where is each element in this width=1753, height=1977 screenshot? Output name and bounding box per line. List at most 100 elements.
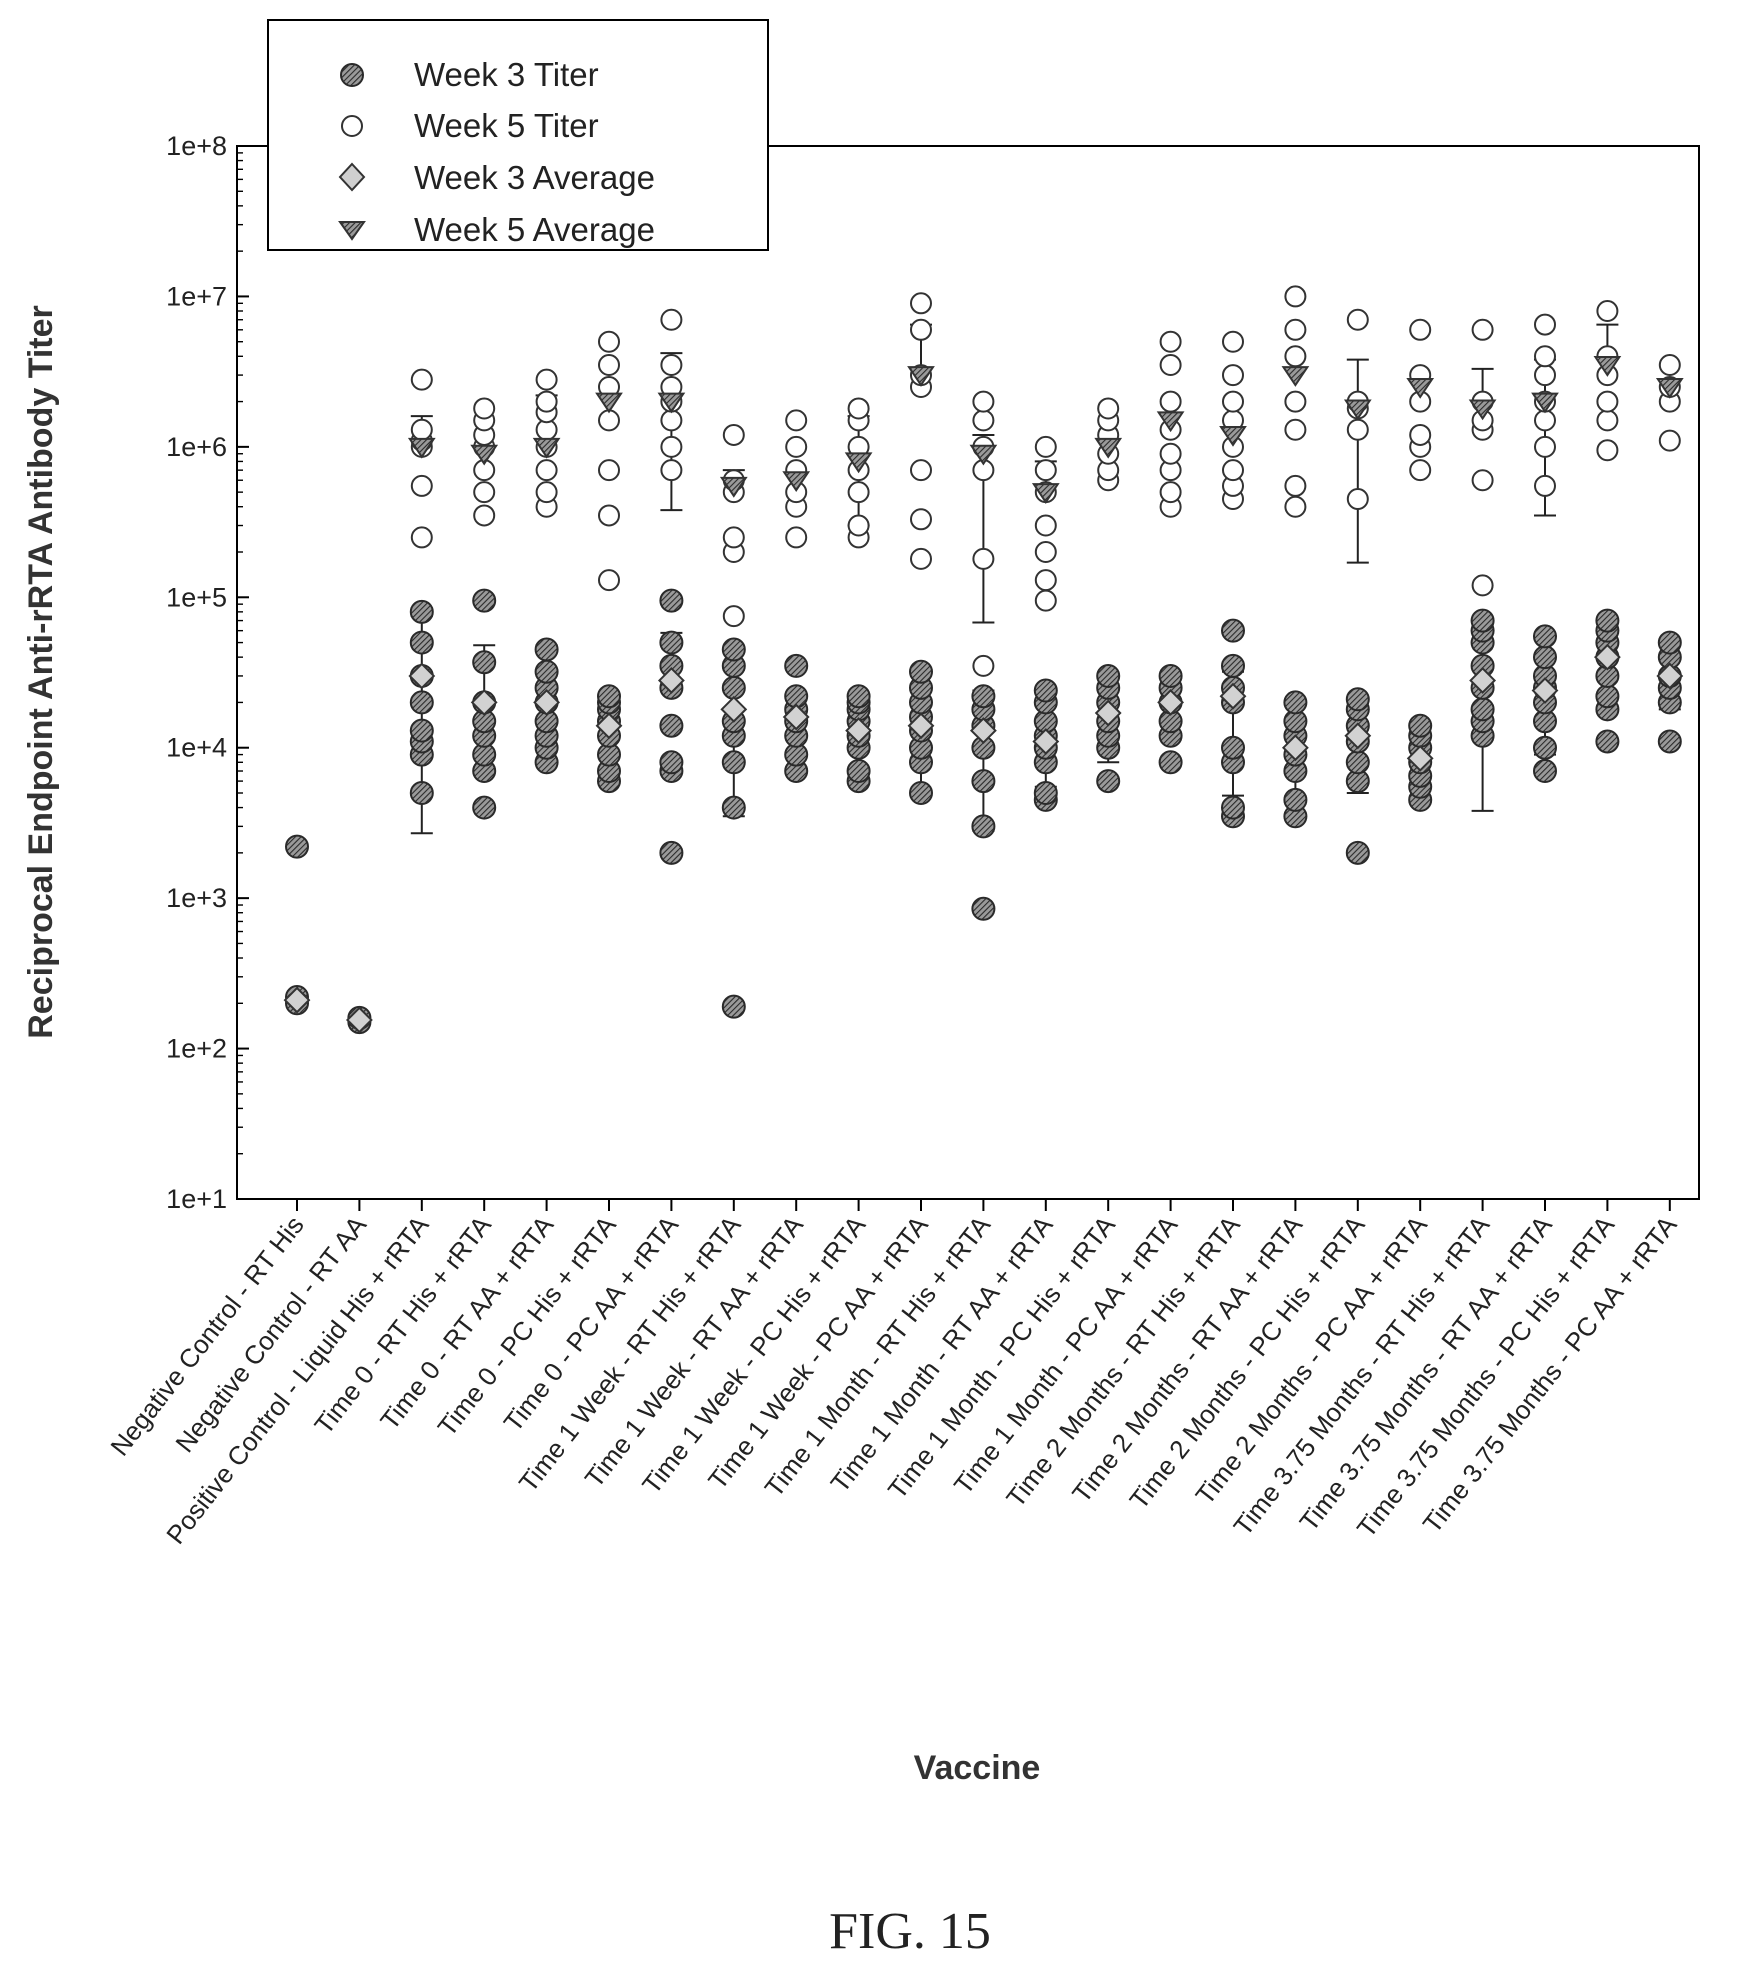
week5-average-point <box>1094 437 1123 459</box>
week5-titer-point <box>847 514 870 537</box>
week5-average-point <box>1593 356 1622 377</box>
week5-titer-point <box>598 354 620 377</box>
week3-titer-point <box>909 659 933 684</box>
week3-titer-point <box>1533 759 1557 784</box>
week5-titer-point <box>1034 435 1057 458</box>
week5-average-point <box>595 392 623 414</box>
legend-week5-average-marker <box>338 221 366 241</box>
week5-titer-point <box>1534 364 1556 387</box>
legend-week3-average-label: Week 3 Average <box>414 159 655 196</box>
week5-titer-point <box>910 318 932 341</box>
week5-titer-point <box>972 654 995 677</box>
week3-titer-point <box>659 588 684 613</box>
week3-titer-point <box>1158 750 1183 775</box>
week5-titer-point <box>910 547 932 570</box>
y-tick-label: 1e+3 <box>166 883 227 913</box>
week5-titer-point <box>410 368 433 391</box>
week5-titer-point <box>910 508 932 531</box>
week5-titer-point <box>1346 488 1369 511</box>
week5-average-point <box>1281 366 1310 387</box>
week5-titer-point <box>660 354 683 377</box>
week3-titer-point <box>1033 678 1058 703</box>
week3-titer-point <box>1221 735 1245 760</box>
week5-titer-point <box>1471 469 1494 492</box>
week5-titer-point <box>722 605 745 628</box>
legend: Week 3 Titer Week 5 Titer Week 3 Average… <box>267 19 769 251</box>
y-tick-label: 1e+4 <box>166 733 227 763</box>
legend-week3-average-marker <box>338 162 366 192</box>
week3-titer-point <box>659 713 684 738</box>
week5-titer-point <box>1159 390 1182 413</box>
week5-titer-point <box>1159 354 1182 377</box>
week3-average-point <box>1593 643 1621 671</box>
week5-titer-point <box>1034 541 1057 564</box>
x-axis-title: Vaccine <box>914 1749 1041 1787</box>
week5-average-point <box>657 392 686 414</box>
week5-average-point <box>844 452 873 474</box>
week3-titer-point <box>971 684 996 709</box>
week5-titer-point <box>1596 439 1619 462</box>
week3-titer-point <box>409 599 434 624</box>
week5-titer-point <box>598 330 620 353</box>
week5-titer-point <box>1534 345 1556 368</box>
week5-average-point <box>1531 392 1559 414</box>
week5-titer-point <box>598 569 620 592</box>
week3-titer-point <box>1595 729 1620 754</box>
week5-titer-point <box>410 526 433 549</box>
legend-week3-titer-label: Week 3 Titer <box>414 56 599 93</box>
week3-average-point <box>533 689 561 716</box>
week5-titer-point <box>1159 481 1182 504</box>
figure-caption: FIG. 15 <box>829 1903 991 1960</box>
week5-titer-point <box>1222 459 1244 482</box>
week5-titer-point <box>1284 285 1307 308</box>
week5-titer-point <box>972 390 995 413</box>
week3-titer-point <box>1221 653 1245 678</box>
week5-titer-point <box>660 435 683 458</box>
week5-titer-point <box>1284 495 1307 518</box>
legend-week5-titer-label: Week 5 Titer <box>414 107 599 144</box>
week5-titer-point <box>1596 390 1619 413</box>
week3-titer-point <box>409 718 434 743</box>
week5-average-point <box>1156 411 1185 433</box>
week3-titer-point <box>784 653 809 678</box>
week3-average-point <box>1406 744 1434 772</box>
data-points <box>283 285 1684 1035</box>
week5-titer-point <box>1471 318 1494 341</box>
week3-titer-point <box>1158 663 1183 688</box>
week5-titer-point <box>1346 308 1369 331</box>
week5-average-point <box>532 437 561 459</box>
week3-titer-point <box>1345 687 1370 712</box>
week3-average-point <box>595 712 623 740</box>
week3-average-point <box>470 689 498 716</box>
week5-titer-point <box>660 459 683 482</box>
week5-titer-point <box>1409 459 1432 482</box>
week3-titer-point <box>1533 645 1557 670</box>
week5-titer-point <box>1534 435 1556 458</box>
week5-titer-point <box>1034 589 1057 612</box>
y-tick-label: 1e+1 <box>166 1184 227 1214</box>
y-tick-label: 1e+6 <box>166 432 227 462</box>
week3-titer-point <box>1595 684 1620 709</box>
y-tick-label: 1e+2 <box>166 1034 227 1064</box>
week3-titer-point <box>846 759 871 784</box>
week5-average-point <box>1468 399 1497 421</box>
week5-titer-point <box>1097 397 1120 420</box>
week3-average-point <box>1281 734 1309 762</box>
x-tick-label: Positive Control - Liquid His + rRTA <box>160 1210 435 1550</box>
week5-average-point <box>407 437 436 459</box>
week3-titer-point <box>1470 697 1495 722</box>
week3-titer-point <box>472 588 497 613</box>
week3-titer-point <box>472 795 497 820</box>
y-tick-label: 1e+7 <box>166 281 227 311</box>
week5-titer-point <box>473 504 496 527</box>
legend-week5-titer-marker <box>341 115 363 137</box>
week5-average-point <box>1031 483 1060 504</box>
week3-titer-point <box>1533 624 1557 649</box>
week5-titer-point <box>1346 418 1369 441</box>
week3-titer-point <box>909 780 933 805</box>
week5-titer-point <box>1222 364 1244 387</box>
week5-titer-point <box>722 526 745 549</box>
week5-titer-point <box>1284 390 1307 413</box>
week3-average-point <box>907 712 935 740</box>
week5-titer-point <box>972 409 995 432</box>
